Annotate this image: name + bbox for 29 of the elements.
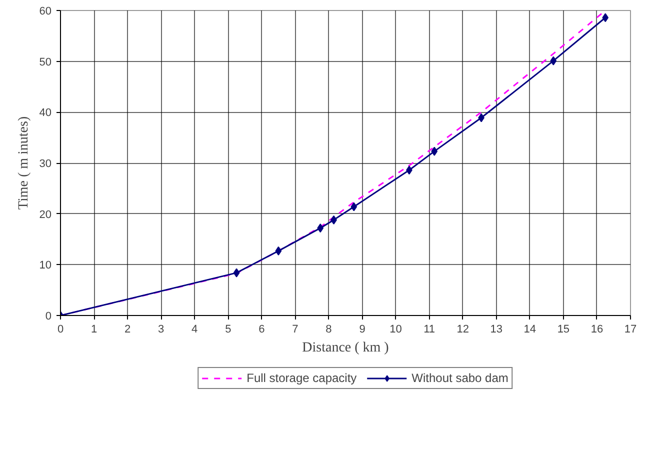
x-tick-label: 15 bbox=[557, 324, 570, 336]
x-tick-label: 5 bbox=[225, 324, 232, 336]
legend-label: Without sabo dam bbox=[412, 371, 508, 385]
y-tick-label: 30 bbox=[39, 158, 52, 170]
x-tick-label: 14 bbox=[524, 324, 536, 336]
y-tick-label: 50 bbox=[39, 56, 52, 68]
y-tick-label: 10 bbox=[39, 260, 52, 272]
y-axis-title: Time ( m inutes) bbox=[16, 116, 32, 210]
x-tick-label: 9 bbox=[359, 324, 366, 336]
x-tick-label: 0 bbox=[57, 324, 64, 336]
y-tick-label: 20 bbox=[39, 208, 52, 221]
x-tick-label: 17 bbox=[624, 324, 637, 336]
x-tick-label: 2 bbox=[124, 324, 131, 336]
x-tick-label: 7 bbox=[292, 324, 298, 336]
x-tick-label: 10 bbox=[390, 324, 402, 336]
x-tick-label: 8 bbox=[326, 324, 332, 336]
x-tick-label: 3 bbox=[158, 324, 164, 336]
x-tick-label: 1 bbox=[90, 324, 98, 336]
y-tick-label: 60 bbox=[39, 6, 52, 18]
y-tick-label: 40 bbox=[39, 107, 52, 120]
legend-label: Full storage capacity bbox=[246, 371, 357, 385]
x-axis-title: Distance ( km ) bbox=[302, 340, 390, 356]
x-tick-label: 4 bbox=[192, 324, 198, 336]
x-tick-label: 6 bbox=[258, 324, 265, 336]
x-tick-label: 16 bbox=[590, 324, 604, 336]
x-tick-label: 11 bbox=[424, 324, 436, 336]
x-tick-label: 13 bbox=[490, 324, 503, 336]
y-tick-label: 0 bbox=[45, 310, 52, 322]
x-tick-label: 12 bbox=[456, 324, 469, 336]
